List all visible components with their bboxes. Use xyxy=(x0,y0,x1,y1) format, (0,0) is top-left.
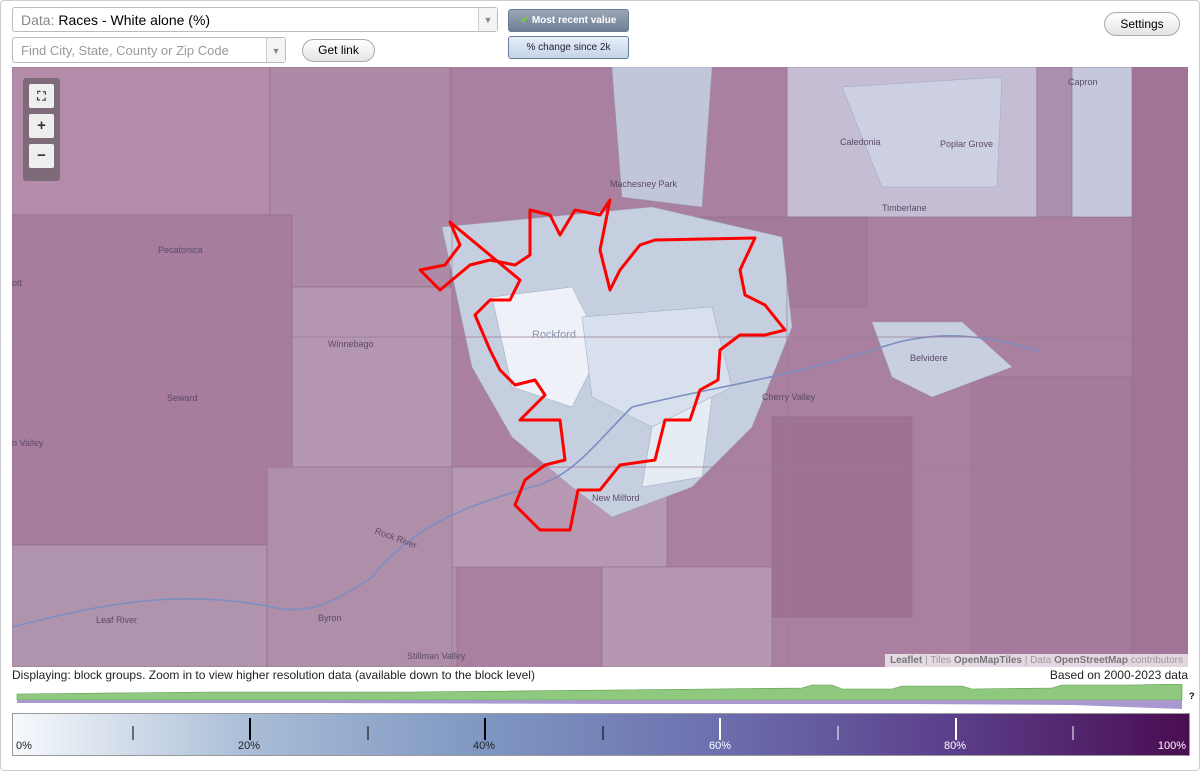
map[interactable]: Capron Caledonia Poplar Grove Machesney … xyxy=(12,67,1188,667)
displaying-note: Displaying: block groups. Zoom in to vie… xyxy=(12,668,535,682)
trend-strip xyxy=(16,684,1183,709)
data-select[interactable]: Data: Races - White alone (%) ▼ xyxy=(12,7,498,32)
roads xyxy=(12,67,1188,667)
attr-link[interactable]: OpenStreetMap xyxy=(1054,655,1128,666)
legend-bar: 0% 20% 40% 60% 80% 100% xyxy=(12,713,1190,756)
legend-tick-group xyxy=(719,718,1074,740)
place-label: Belvidere xyxy=(910,353,948,363)
place-label: Seward xyxy=(167,393,198,403)
zoom-in-button[interactable]: + xyxy=(29,114,54,138)
place-label: Cherry Valley xyxy=(762,392,816,402)
place-label: New Milford xyxy=(592,493,640,503)
attr-link[interactable]: Leaflet xyxy=(890,655,923,666)
place-label: Winnebago xyxy=(328,339,374,349)
trend-green xyxy=(16,684,1183,701)
place-label: ott xyxy=(12,278,23,288)
settings-button[interactable]: Settings xyxy=(1104,12,1180,36)
place-label: Machesney Park xyxy=(610,179,678,189)
legend-label: 20% xyxy=(238,740,261,752)
legend-label: 40% xyxy=(473,740,496,752)
place-outline xyxy=(418,198,787,532)
legend-label: 60% xyxy=(709,740,732,752)
most-recent-label: Most recent value xyxy=(531,15,617,26)
most-recent-toggle[interactable]: ✔ Most recent value xyxy=(508,9,629,32)
place-label: Leaf River xyxy=(96,615,138,625)
search-box[interactable]: Find City, State, County or Zip Code ▼ xyxy=(12,37,286,63)
attr-text: Data xyxy=(1030,655,1052,666)
dropdown-arrow: ▼ xyxy=(266,38,285,62)
based-on-note: Based on 2000-2023 data xyxy=(1049,668,1188,682)
data-label: Data: xyxy=(21,12,55,28)
data-value: Races - White alone (%) xyxy=(58,12,211,28)
change-toggle[interactable]: % change since 2k xyxy=(508,36,629,59)
place-label: n Valley xyxy=(12,438,44,448)
attr-link[interactable]: OpenMapTiles xyxy=(953,655,1022,666)
search-placeholder: Find City, State, County or Zip Code xyxy=(21,43,229,58)
attr-text: Tiles xyxy=(930,655,952,666)
place-label: Rockford xyxy=(532,329,577,341)
fullscreen-button[interactable]: ⛶ xyxy=(29,84,54,108)
legend-label: 100% xyxy=(1157,740,1186,752)
place-label: Caledonia xyxy=(840,137,881,147)
place-label: Capron xyxy=(1068,77,1098,87)
place-label: Pecatonica xyxy=(158,245,203,255)
help-button[interactable]: ? xyxy=(1189,691,1195,701)
attr-text: contributors xyxy=(1130,655,1183,666)
dropdown-arrow: ▼ xyxy=(478,8,497,31)
place-label: Poplar Grove xyxy=(940,139,994,149)
get-link-button[interactable]: Get link xyxy=(302,39,375,62)
attribution: Leaflet | Tiles OpenMapTiles | Data Open… xyxy=(885,654,1188,667)
zoom-out-button[interactable]: − xyxy=(29,144,54,168)
tracts xyxy=(12,67,1188,667)
legend-label: 0% xyxy=(16,740,32,752)
place-label: Stillman Valley xyxy=(407,651,466,661)
legend-tick-group xyxy=(132,718,604,740)
place-label: Timberlane xyxy=(882,203,927,213)
legend-label: 80% xyxy=(944,740,967,752)
trend-purple xyxy=(17,700,1182,709)
place-label: Byron xyxy=(318,613,342,623)
legend-ticks xyxy=(132,718,1074,740)
map-canvas xyxy=(12,67,1188,667)
zoom-control: ⛶ + − xyxy=(23,78,60,181)
